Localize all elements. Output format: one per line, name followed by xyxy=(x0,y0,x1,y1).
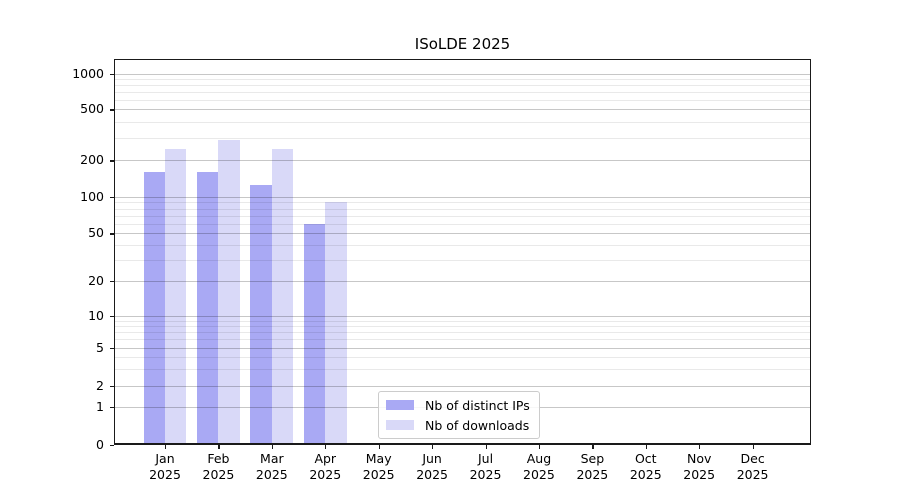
x-tick-mark xyxy=(432,445,434,449)
x-tick-label: Jan 2025 xyxy=(149,451,181,482)
y-tick-mark xyxy=(110,280,114,282)
bar-distinct-ips xyxy=(303,223,326,445)
x-tick-mark xyxy=(218,445,220,449)
x-tick-label: Nov 2025 xyxy=(683,451,716,482)
y-tick-mark xyxy=(110,109,114,111)
minor-gridline xyxy=(114,325,811,327)
major-gridline xyxy=(114,109,811,111)
minor-gridline xyxy=(114,223,811,225)
y-tick-label: 0 xyxy=(96,437,104,452)
bar-downloads xyxy=(271,149,294,445)
x-tick-label: Oct 2025 xyxy=(629,451,662,482)
x-tick-mark xyxy=(165,445,167,449)
legend-item-distinct-ips: Nb of distinct IPs xyxy=(386,395,530,415)
minor-gridline xyxy=(114,79,811,81)
y-tick-label: 50 xyxy=(88,225,104,241)
minor-gridline xyxy=(114,332,811,334)
minor-gridline xyxy=(114,121,811,123)
plot-area: 0 1 2 5 10 20 50 100 200 500 1000 Jan 2025 Feb 2025 Mar… xyxy=(72,59,811,482)
legend: Nb of distinct IPs Nb of downloads xyxy=(378,391,540,439)
major-gridline xyxy=(114,315,811,317)
bars-layer xyxy=(114,59,811,445)
bottom-spine xyxy=(114,443,811,445)
y-tick-mark xyxy=(110,315,114,317)
ticks-layer: 0 1 2 5 10 20 50 100 200 500 1000 Jan 2025 Feb 2025 Mar… xyxy=(72,59,811,482)
x-tick-mark xyxy=(645,445,647,449)
top-spine xyxy=(114,59,811,61)
minor-gridline xyxy=(114,208,811,210)
bar-downloads xyxy=(325,202,347,445)
legend-item-downloads: Nb of downloads xyxy=(386,415,530,435)
x-tick-label: Jul 2025 xyxy=(469,451,502,482)
x-tick-label: Aug 2025 xyxy=(523,451,555,482)
major-gridline xyxy=(114,73,811,75)
x-tick-label: Sep 2025 xyxy=(576,451,609,482)
y-tick-mark xyxy=(110,233,114,235)
distinct-ips-swatch-icon xyxy=(386,400,414,410)
x-tick-label: Jun 2025 xyxy=(416,451,448,482)
x-tick-mark xyxy=(699,445,701,449)
grid-layer xyxy=(114,59,811,445)
x-tick-mark xyxy=(538,445,541,449)
minor-gridline xyxy=(114,369,811,371)
x-tick-mark xyxy=(271,445,274,449)
minor-gridline xyxy=(114,99,811,101)
x-tick-label: May 2025 xyxy=(362,451,395,482)
bar-distinct-ips xyxy=(197,172,219,445)
chart-title: ISoLDE 2025 xyxy=(414,35,511,53)
major-gridline xyxy=(114,347,811,349)
legend-label-distinct-ips: Nb of distinct IPs xyxy=(425,397,530,413)
right-spine xyxy=(809,59,811,445)
major-gridline xyxy=(114,280,811,282)
minor-gridline xyxy=(114,339,811,341)
left-spine xyxy=(114,59,116,445)
x-tick-mark xyxy=(378,445,380,449)
y-tick-mark xyxy=(110,407,114,409)
bar-downloads xyxy=(165,149,187,445)
y-tick-label: 2 xyxy=(96,378,104,394)
minor-gridline xyxy=(114,244,811,246)
y-tick-mark xyxy=(110,196,114,198)
y-tick-label: 500 xyxy=(80,101,104,117)
minor-gridline xyxy=(114,202,811,204)
y-tick-mark xyxy=(110,445,114,447)
y-tick-label: 100 xyxy=(80,188,104,204)
bar-downloads xyxy=(218,139,240,445)
y-tick-label: 1 xyxy=(96,399,104,415)
major-gridline xyxy=(114,160,811,162)
major-gridline xyxy=(114,196,811,198)
minor-gridline xyxy=(114,85,811,87)
major-gridline xyxy=(114,386,811,388)
x-tick-mark xyxy=(485,445,487,449)
axis-layer xyxy=(114,59,811,445)
x-tick-mark xyxy=(752,445,754,449)
x-tick-label: Feb 2025 xyxy=(202,451,235,482)
y-tick-label: 1000 xyxy=(72,65,104,81)
minor-gridline xyxy=(114,320,811,322)
minor-gridline xyxy=(114,259,811,261)
y-tick-label: 5 xyxy=(96,339,104,355)
y-tick-mark xyxy=(110,386,114,388)
y-tick-mark xyxy=(110,347,114,349)
legend-label-downloads: Nb of downloads xyxy=(425,417,530,433)
y-tick-mark xyxy=(110,73,114,75)
x-tick-mark xyxy=(325,445,327,449)
y-tick-mark xyxy=(110,160,114,162)
y-tick-label: 10 xyxy=(88,307,104,323)
x-tick-label: Apr 2025 xyxy=(309,451,342,482)
x-tick-label: Dec 2025 xyxy=(736,451,769,482)
minor-gridline xyxy=(114,137,811,139)
bar-distinct-ips xyxy=(250,185,272,445)
x-tick-label: Mar 2025 xyxy=(255,451,288,482)
minor-gridline xyxy=(114,215,811,217)
major-gridline xyxy=(114,233,811,235)
x-tick-mark xyxy=(592,445,594,449)
y-tick-label: 200 xyxy=(80,152,104,168)
minor-gridline xyxy=(114,357,811,359)
downloads-swatch-icon xyxy=(386,420,414,430)
y-tick-label: 20 xyxy=(88,272,104,288)
bar-distinct-ips xyxy=(143,172,165,445)
minor-gridline xyxy=(114,92,811,94)
